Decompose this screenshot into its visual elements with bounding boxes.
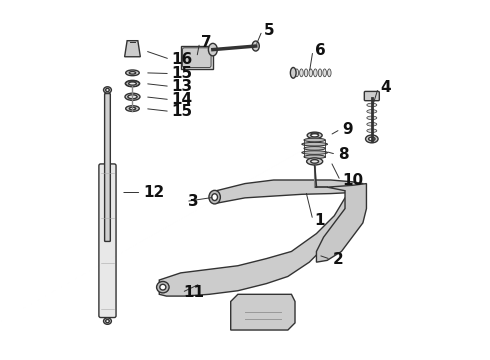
Polygon shape — [317, 184, 367, 262]
Ellipse shape — [252, 41, 259, 51]
Ellipse shape — [309, 69, 313, 77]
Text: 4: 4 — [380, 80, 391, 95]
Ellipse shape — [295, 69, 298, 77]
Ellipse shape — [304, 147, 325, 150]
Ellipse shape — [128, 95, 137, 99]
Text: 14: 14 — [172, 92, 193, 107]
Text: 5: 5 — [264, 23, 274, 38]
Text: 8: 8 — [338, 147, 348, 162]
Ellipse shape — [367, 103, 377, 107]
Ellipse shape — [160, 284, 166, 290]
Ellipse shape — [367, 122, 377, 126]
Ellipse shape — [323, 69, 326, 77]
Ellipse shape — [317, 251, 330, 260]
Ellipse shape — [366, 135, 378, 143]
Ellipse shape — [368, 137, 375, 141]
Polygon shape — [217, 180, 363, 203]
Ellipse shape — [320, 253, 327, 257]
Ellipse shape — [311, 159, 319, 163]
Text: 10: 10 — [342, 173, 363, 188]
Ellipse shape — [307, 132, 322, 139]
Ellipse shape — [291, 67, 296, 78]
Text: 12: 12 — [143, 185, 165, 200]
Ellipse shape — [125, 93, 140, 100]
Ellipse shape — [318, 69, 322, 77]
Ellipse shape — [126, 106, 139, 111]
Text: 15: 15 — [172, 66, 193, 81]
Ellipse shape — [302, 143, 327, 146]
Text: 7: 7 — [201, 35, 212, 50]
Ellipse shape — [129, 107, 136, 110]
Ellipse shape — [304, 138, 325, 142]
Ellipse shape — [209, 190, 221, 204]
Text: 3: 3 — [188, 194, 198, 209]
Ellipse shape — [157, 282, 169, 293]
Ellipse shape — [106, 319, 109, 323]
Text: 15: 15 — [172, 104, 193, 119]
Text: 9: 9 — [342, 122, 353, 137]
FancyBboxPatch shape — [182, 48, 211, 67]
Text: 11: 11 — [184, 285, 204, 300]
Text: 6: 6 — [315, 43, 325, 58]
Ellipse shape — [367, 116, 377, 120]
Ellipse shape — [367, 110, 377, 113]
Text: 2: 2 — [333, 252, 343, 267]
Ellipse shape — [106, 88, 109, 91]
FancyBboxPatch shape — [104, 94, 110, 242]
Ellipse shape — [367, 129, 377, 132]
Text: 13: 13 — [172, 79, 193, 94]
Ellipse shape — [304, 155, 325, 158]
Ellipse shape — [103, 87, 111, 93]
Ellipse shape — [327, 69, 331, 77]
Ellipse shape — [128, 82, 136, 85]
Ellipse shape — [304, 69, 308, 77]
Ellipse shape — [300, 69, 303, 77]
Ellipse shape — [302, 151, 327, 154]
Polygon shape — [231, 294, 295, 330]
Ellipse shape — [125, 80, 140, 87]
Polygon shape — [181, 46, 213, 69]
Ellipse shape — [103, 318, 111, 324]
Ellipse shape — [129, 72, 136, 74]
Polygon shape — [159, 194, 363, 296]
Ellipse shape — [126, 70, 139, 76]
Ellipse shape — [208, 43, 218, 56]
Polygon shape — [124, 41, 140, 57]
FancyBboxPatch shape — [99, 164, 116, 318]
FancyBboxPatch shape — [364, 91, 379, 101]
Ellipse shape — [314, 69, 317, 77]
Ellipse shape — [307, 158, 323, 165]
Ellipse shape — [212, 194, 218, 201]
Ellipse shape — [311, 134, 319, 137]
Text: 16: 16 — [172, 52, 193, 67]
Text: 1: 1 — [315, 212, 325, 228]
